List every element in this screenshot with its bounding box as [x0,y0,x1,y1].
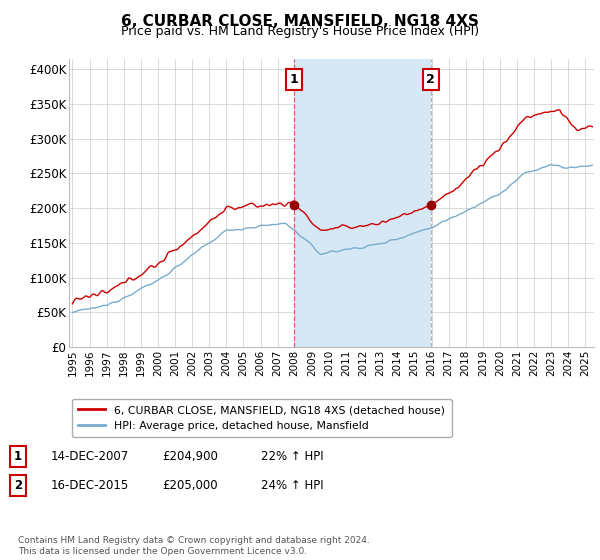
Legend: 6, CURBAR CLOSE, MANSFIELD, NG18 4XS (detached house), HPI: Average price, detac: 6, CURBAR CLOSE, MANSFIELD, NG18 4XS (de… [72,399,452,437]
Text: 22% ↑ HPI: 22% ↑ HPI [261,450,323,463]
Text: £205,000: £205,000 [162,479,218,492]
Text: 1: 1 [14,450,22,463]
Text: 14-DEC-2007: 14-DEC-2007 [51,450,129,463]
Text: 2: 2 [14,479,22,492]
Text: 16-DEC-2015: 16-DEC-2015 [51,479,129,492]
Text: 2: 2 [427,73,435,86]
Text: 1: 1 [290,73,298,86]
Text: £204,900: £204,900 [162,450,218,463]
Text: 24% ↑ HPI: 24% ↑ HPI [261,479,323,492]
Bar [294,59,431,347]
Text: Price paid vs. HM Land Registry's House Price Index (HPI): Price paid vs. HM Land Registry's House … [121,25,479,38]
Text: 6, CURBAR CLOSE, MANSFIELD, NG18 4XS: 6, CURBAR CLOSE, MANSFIELD, NG18 4XS [121,14,479,29]
Text: Contains HM Land Registry data © Crown copyright and database right 2024.
This d: Contains HM Land Registry data © Crown c… [18,536,370,556]
